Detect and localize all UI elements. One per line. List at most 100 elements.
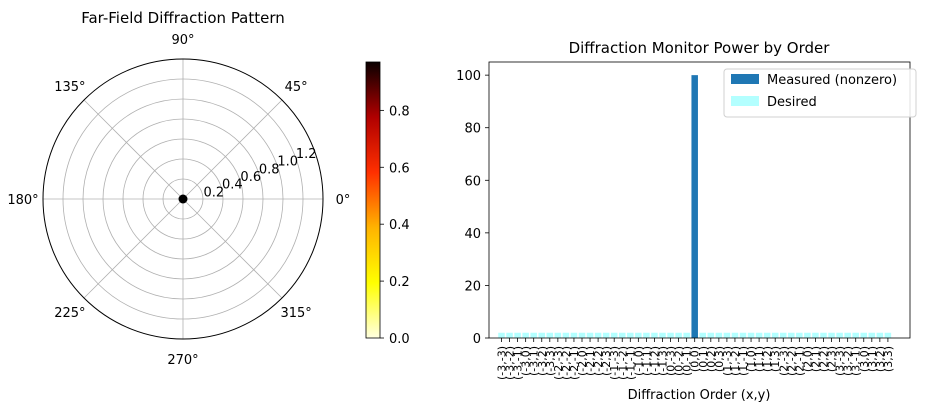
bar-desired — [755, 332, 763, 338]
bar-desired — [780, 332, 787, 338]
bar-desired — [747, 332, 755, 338]
x-tick-label: (3,1) — [866, 346, 879, 372]
bar-xlabel: Diffraction Order (x,y) — [628, 388, 771, 403]
legend-label-desired: Desired — [767, 95, 817, 110]
bar-desired — [771, 332, 779, 338]
colorbar-tick-label: 0.0 — [389, 332, 410, 347]
bar-desired — [796, 332, 803, 338]
x-tick-label: (2,-2) — [785, 346, 798, 376]
x-tick-label: (1,0) — [745, 346, 758, 372]
bar-desired — [643, 332, 650, 338]
y-tick-label: 100 — [456, 69, 481, 84]
bar-bars — [498, 75, 892, 339]
x-tick-label: (3,0) — [858, 346, 871, 372]
bar-desired — [506, 332, 513, 338]
x-tick-label: (-3,3) — [544, 346, 557, 376]
polar-angle-gridline — [182, 198, 283, 299]
bar-desired — [627, 332, 634, 338]
x-tick-label: (-2,2) — [592, 346, 605, 376]
polar-angle-tick-label: 180° — [7, 193, 38, 208]
polar-radial-tick-label: 0.8 — [259, 162, 280, 177]
bar-desired — [788, 332, 795, 338]
legend-swatch-measured — [731, 74, 759, 84]
bar-desired — [804, 332, 811, 338]
bar-desired — [868, 332, 876, 338]
x-tick-label: (1,3) — [769, 346, 782, 372]
bar-desired — [739, 332, 747, 338]
bar-desired — [498, 332, 505, 338]
polar-center-marker — [178, 194, 188, 204]
polar-grid — [43, 59, 323, 339]
x-tick-label: (-3,0) — [520, 346, 533, 376]
bar-y-ticks: 0 20 40 60 80 100 — [456, 69, 489, 347]
y-tick-label: 20 — [464, 279, 481, 294]
x-tick-label: (3,2) — [874, 346, 887, 372]
bar-desired — [812, 332, 819, 338]
colorbar-tick-label: 0.4 — [389, 218, 410, 233]
bar-desired — [514, 332, 521, 338]
bar-desired — [610, 332, 618, 338]
polar-radial-tick-label: 1.2 — [296, 147, 317, 162]
x-tick-label: (0,-3) — [665, 346, 678, 376]
bar-desired — [667, 332, 674, 338]
polar-angle-tick-label: 0° — [336, 193, 351, 208]
polar-angle-tick-label: 90° — [171, 33, 194, 48]
bar-desired — [884, 332, 892, 338]
polar-angle-tick-label: 270° — [167, 353, 198, 368]
bar-desired — [578, 332, 586, 338]
polar-frame — [42, 58, 324, 340]
x-tick-label: (-1,-3) — [608, 346, 621, 380]
polar-center-point — [178, 194, 188, 204]
x-tick-label: (1,-3) — [721, 346, 734, 376]
x-tick-label: (-3,2) — [536, 346, 549, 376]
bar-desired — [852, 332, 859, 338]
bar-x-ticks: (-3,-3)(-3,-2)(-3,-1)(-3,0)(-3,1)(-3,2)(… — [496, 338, 895, 380]
x-tick-label: (1,-2) — [729, 346, 742, 376]
colorbar-tick-label: 0.2 — [389, 275, 410, 290]
x-tick-label: (2,2) — [818, 346, 831, 372]
x-tick-label: (-3,-2) — [504, 346, 517, 380]
bar-desired — [554, 332, 562, 338]
polar-angle-gridline — [83, 99, 184, 200]
bar-desired — [731, 332, 739, 338]
x-tick-label: (-1,-2) — [616, 346, 629, 380]
polar-angle-tick-label: 135° — [54, 80, 85, 95]
legend-swatch-desired — [731, 96, 759, 106]
bar-desired — [675, 332, 682, 338]
x-tick-label: (-2,3) — [600, 346, 613, 376]
bar-desired — [602, 332, 610, 338]
x-tick-label: (1,-1) — [737, 346, 750, 376]
colorbar-gradient — [365, 61, 381, 339]
x-tick-label: (3,-1) — [850, 346, 863, 376]
polar-angle-tick-label: 45° — [285, 80, 308, 95]
bar-desired — [546, 332, 554, 338]
x-tick-label: (2,0) — [801, 346, 814, 372]
bar-desired — [594, 332, 602, 338]
polar-chart: Far-Field Diffraction Pattern 0° 45° 90° 13… — [7, 9, 350, 368]
bar-desired — [562, 332, 570, 338]
x-tick-label: (-1,2) — [648, 346, 661, 376]
bar-desired — [683, 332, 690, 338]
x-tick-label: (2,3) — [826, 346, 839, 372]
polar-title: Far-Field Diffraction Pattern — [81, 9, 285, 27]
polar-angle-tick-label: 225° — [54, 306, 85, 321]
colorbar: 0.0 0.2 0.4 0.6 0.8 — [365, 61, 410, 347]
bar-desired — [522, 332, 529, 338]
bar-desired — [860, 332, 867, 338]
x-tick-label: (-1,1) — [640, 346, 653, 376]
bar-desired — [530, 332, 537, 338]
bar-desired — [538, 332, 545, 338]
colorbar-ticks: 0.0 0.2 0.4 0.6 0.8 — [380, 104, 410, 347]
x-tick-label: (0,0) — [689, 346, 702, 372]
bar-axes-frame — [488, 61, 911, 339]
bar-desired — [844, 332, 851, 338]
legend-frame — [723, 68, 917, 118]
bar-desired — [820, 332, 827, 338]
x-tick-label: (2,-1) — [793, 346, 806, 376]
colorbar-tick-label: 0.8 — [389, 104, 410, 119]
y-tick-label: 60 — [464, 174, 481, 189]
y-tick-label: 40 — [464, 227, 481, 242]
legend-label-measured: Measured (nonzero) — [767, 73, 897, 88]
bar-desired — [876, 332, 884, 338]
